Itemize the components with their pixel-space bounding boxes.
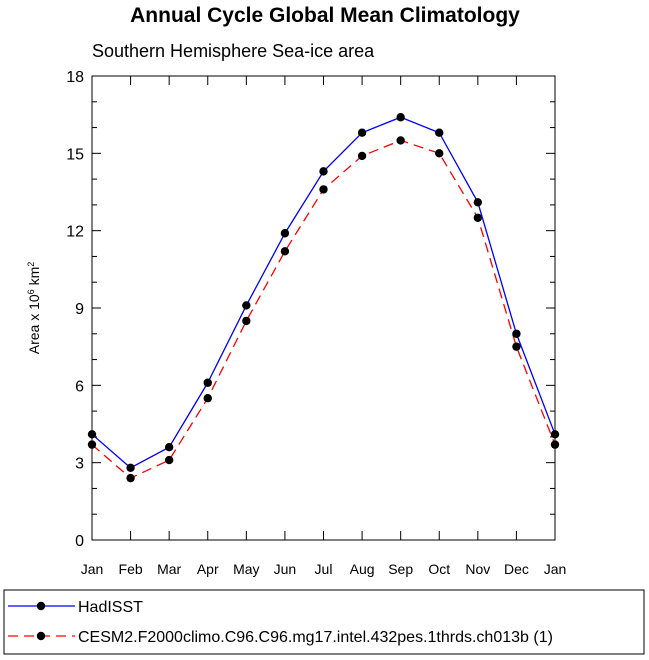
data-point-hadisst	[473, 198, 483, 207]
chart-subtitle: Southern Hemisphere Sea-ice area	[92, 41, 375, 61]
data-point-hadisst	[357, 128, 367, 137]
series-layer	[87, 113, 560, 483]
data-point-hadisst	[203, 378, 212, 387]
x-tick-label: Nov	[465, 561, 490, 577]
legend-marker-hadisst	[36, 601, 46, 611]
data-point-cesm2	[435, 149, 444, 158]
data-point-hadisst	[126, 463, 135, 473]
data-point-hadisst	[164, 443, 174, 452]
y-tick-label: 15	[66, 146, 84, 163]
data-point-hadisst	[87, 430, 97, 439]
data-point-cesm2	[319, 185, 328, 194]
chart-title: Annual Cycle Global Mean Climatology	[130, 4, 520, 27]
y-tick-label: 3	[75, 456, 84, 473]
x-tick-label: Jan	[544, 561, 567, 577]
data-point-cesm2	[512, 342, 521, 351]
y-tick-label: 0	[75, 533, 84, 550]
data-point-cesm2	[126, 473, 135, 483]
data-point-cesm2	[242, 316, 251, 326]
x-tick-label: May	[233, 561, 259, 577]
x-tick-label: Feb	[119, 561, 143, 577]
y-axis-label-base: Area x 10	[26, 294, 42, 354]
y-axis-label: Area x 106 km2	[26, 262, 42, 355]
data-point-cesm2	[203, 394, 212, 403]
data-point-cesm2	[280, 247, 290, 256]
y-tick-label: 9	[75, 301, 84, 318]
data-point-cesm2	[550, 440, 560, 449]
x-tick-label: Mar	[157, 561, 181, 577]
data-point-hadisst	[396, 113, 405, 122]
data-point-cesm2	[87, 440, 97, 449]
plot-frame	[91, 75, 556, 541]
x-tick-label: Jul	[315, 561, 333, 577]
data-point-hadisst	[319, 167, 328, 176]
data-point-cesm2	[473, 213, 483, 222]
data-point-cesm2	[357, 151, 367, 161]
y-axis-label-exp-2: 2	[26, 262, 36, 267]
data-point-hadisst	[512, 329, 521, 338]
y-tick-label: 12	[66, 224, 84, 241]
x-tick-label: Oct	[428, 561, 450, 577]
x-tick-label: Jun	[274, 561, 297, 577]
data-point-hadisst	[550, 430, 560, 439]
x-tick-label: Aug	[350, 561, 375, 577]
data-point-hadisst	[280, 229, 290, 238]
y-axis-label-unit: km	[26, 267, 42, 290]
x-tick-label: Dec	[504, 561, 529, 577]
x-tick-label: Jan	[81, 561, 104, 577]
data-point-cesm2	[396, 136, 405, 145]
data-point-cesm2	[164, 455, 174, 465]
legend-box	[3, 589, 645, 655]
data-point-hadisst	[242, 301, 251, 310]
data-point-hadisst	[435, 128, 444, 137]
legend-label-hadisst: HadISST	[78, 599, 143, 616]
legend-marker-cesm2	[36, 631, 46, 641]
y-tick-label: 6	[75, 378, 84, 395]
x-tick-label: Sep	[388, 561, 413, 577]
y-axis-label-exp-6: 6	[26, 289, 36, 294]
x-tick-label: Apr	[197, 561, 219, 577]
y-tick-label: 18	[66, 69, 84, 86]
legend-label-cesm2: CESM2.F2000climo.C96.C96.mg17.intel.432p…	[78, 629, 553, 646]
axes: 0 3 6 9 12 15 18 Jan Feb Mar Apr May Jun Jul Aug Sep Oct…	[66, 69, 566, 577]
